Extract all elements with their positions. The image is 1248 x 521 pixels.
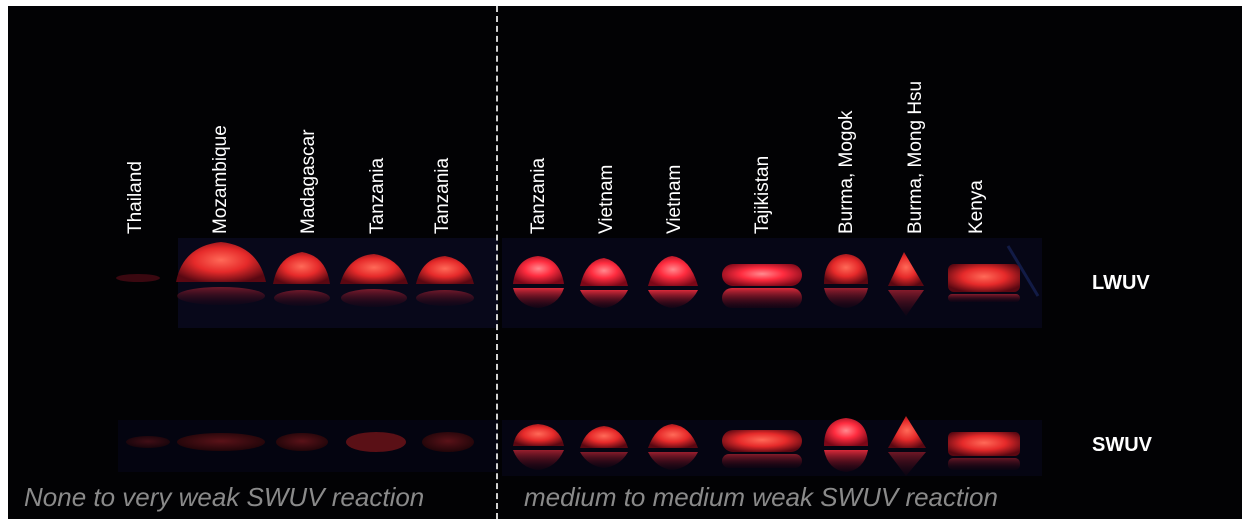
sw-stone-tanzania-3 (513, 424, 564, 470)
gemstones-illustration (116, 238, 1042, 476)
group-divider (496, 6, 498, 519)
origin-label: Thailand (125, 161, 146, 234)
lw-stone-kenya (948, 245, 1040, 302)
left-group-caption: None to very weak SWUV reaction (24, 482, 425, 512)
lw-stone-tanzania-3 (513, 256, 564, 308)
origin-label: Tanzania (432, 157, 453, 234)
lw-stone-madagascar (273, 252, 330, 306)
swuv-row-label: SWUV (1092, 434, 1152, 456)
sw-stone-tajikistan (722, 430, 802, 468)
origin-label: Madagascar (298, 129, 319, 234)
sw-stone-mozambique (177, 433, 265, 451)
origin-label: Tanzania (367, 157, 388, 234)
lw-stone-vietnam-2 (648, 256, 698, 308)
origin-label: Tajikistan (752, 155, 773, 234)
sw-stone-burma-mong-hsu (888, 416, 926, 476)
origin-label: Vietnam (664, 164, 685, 234)
sw-stone-vietnam-1 (580, 426, 628, 468)
origin-label: Burma, Mogok (836, 110, 857, 234)
lw-stone-mozambique (176, 242, 266, 305)
sw-stone-tanzania-1 (346, 432, 406, 452)
lw-stone-thailand (116, 274, 160, 282)
right-group-caption: medium to medium weak SWUV reaction (524, 482, 998, 512)
lw-stone-tajikistan (722, 264, 802, 308)
origin-label: Burma, Mong Hsu (905, 80, 926, 234)
origin-label: Tanzania (528, 157, 549, 234)
photo-panel: Thailand Mozambique Madagascar Tanzania … (8, 6, 1242, 519)
origin-label: Vietnam (596, 164, 617, 234)
origin-label: Mozambique (210, 125, 231, 234)
lw-stone-vietnam-1 (580, 258, 628, 308)
sw-stone-vietnam-2 (648, 424, 698, 470)
lw-stone-burma-mogok (824, 254, 868, 308)
sw-stone-tanzania-2 (422, 432, 474, 452)
sw-stone-kenya (948, 432, 1020, 470)
sw-stone-thailand (126, 436, 170, 448)
lw-stone-tanzania-1 (340, 254, 408, 307)
sw-stone-madagascar (276, 433, 328, 451)
origin-label: Kenya (966, 180, 987, 234)
sw-stone-burma-mogok (824, 418, 868, 472)
lw-stone-burma-mong-hsu (888, 252, 924, 316)
lwuv-row-label: LWUV (1092, 272, 1150, 294)
lw-stone-tanzania-2 (416, 256, 474, 306)
